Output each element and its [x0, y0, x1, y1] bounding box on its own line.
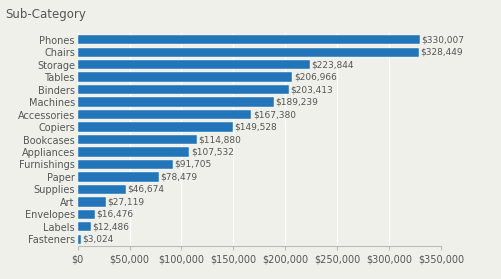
Bar: [78, 122, 233, 132]
Text: $78,479: $78,479: [161, 172, 198, 181]
Text: $16,476: $16,476: [96, 210, 133, 219]
Text: $46,674: $46,674: [128, 185, 165, 194]
Text: $223,844: $223,844: [312, 60, 354, 69]
Bar: [78, 110, 252, 119]
Bar: [78, 222, 91, 232]
Bar: [78, 73, 293, 82]
Bar: [78, 172, 159, 182]
Text: $91,705: $91,705: [174, 160, 211, 169]
Bar: [78, 35, 420, 44]
Bar: [78, 147, 189, 157]
Bar: [78, 160, 173, 169]
Bar: [78, 47, 418, 57]
Text: $330,007: $330,007: [422, 35, 465, 44]
Text: $3,024: $3,024: [82, 235, 114, 244]
Text: $189,239: $189,239: [276, 98, 319, 107]
Bar: [78, 235, 81, 244]
Bar: [78, 97, 274, 107]
Bar: [78, 185, 126, 194]
Text: $114,880: $114,880: [198, 135, 241, 144]
Text: $206,966: $206,966: [294, 73, 337, 82]
Bar: [78, 60, 310, 69]
Text: $149,528: $149,528: [234, 122, 277, 131]
Text: $328,449: $328,449: [420, 48, 463, 57]
Text: $27,119: $27,119: [107, 197, 144, 206]
Text: $107,532: $107,532: [191, 148, 233, 157]
Bar: [78, 197, 106, 206]
Text: $203,413: $203,413: [290, 85, 333, 94]
Bar: [78, 135, 197, 144]
Bar: [78, 210, 95, 219]
Text: $167,380: $167,380: [253, 110, 296, 119]
Bar: [78, 85, 289, 94]
Text: $12,486: $12,486: [92, 222, 129, 231]
Text: Sub-Category: Sub-Category: [5, 8, 86, 21]
